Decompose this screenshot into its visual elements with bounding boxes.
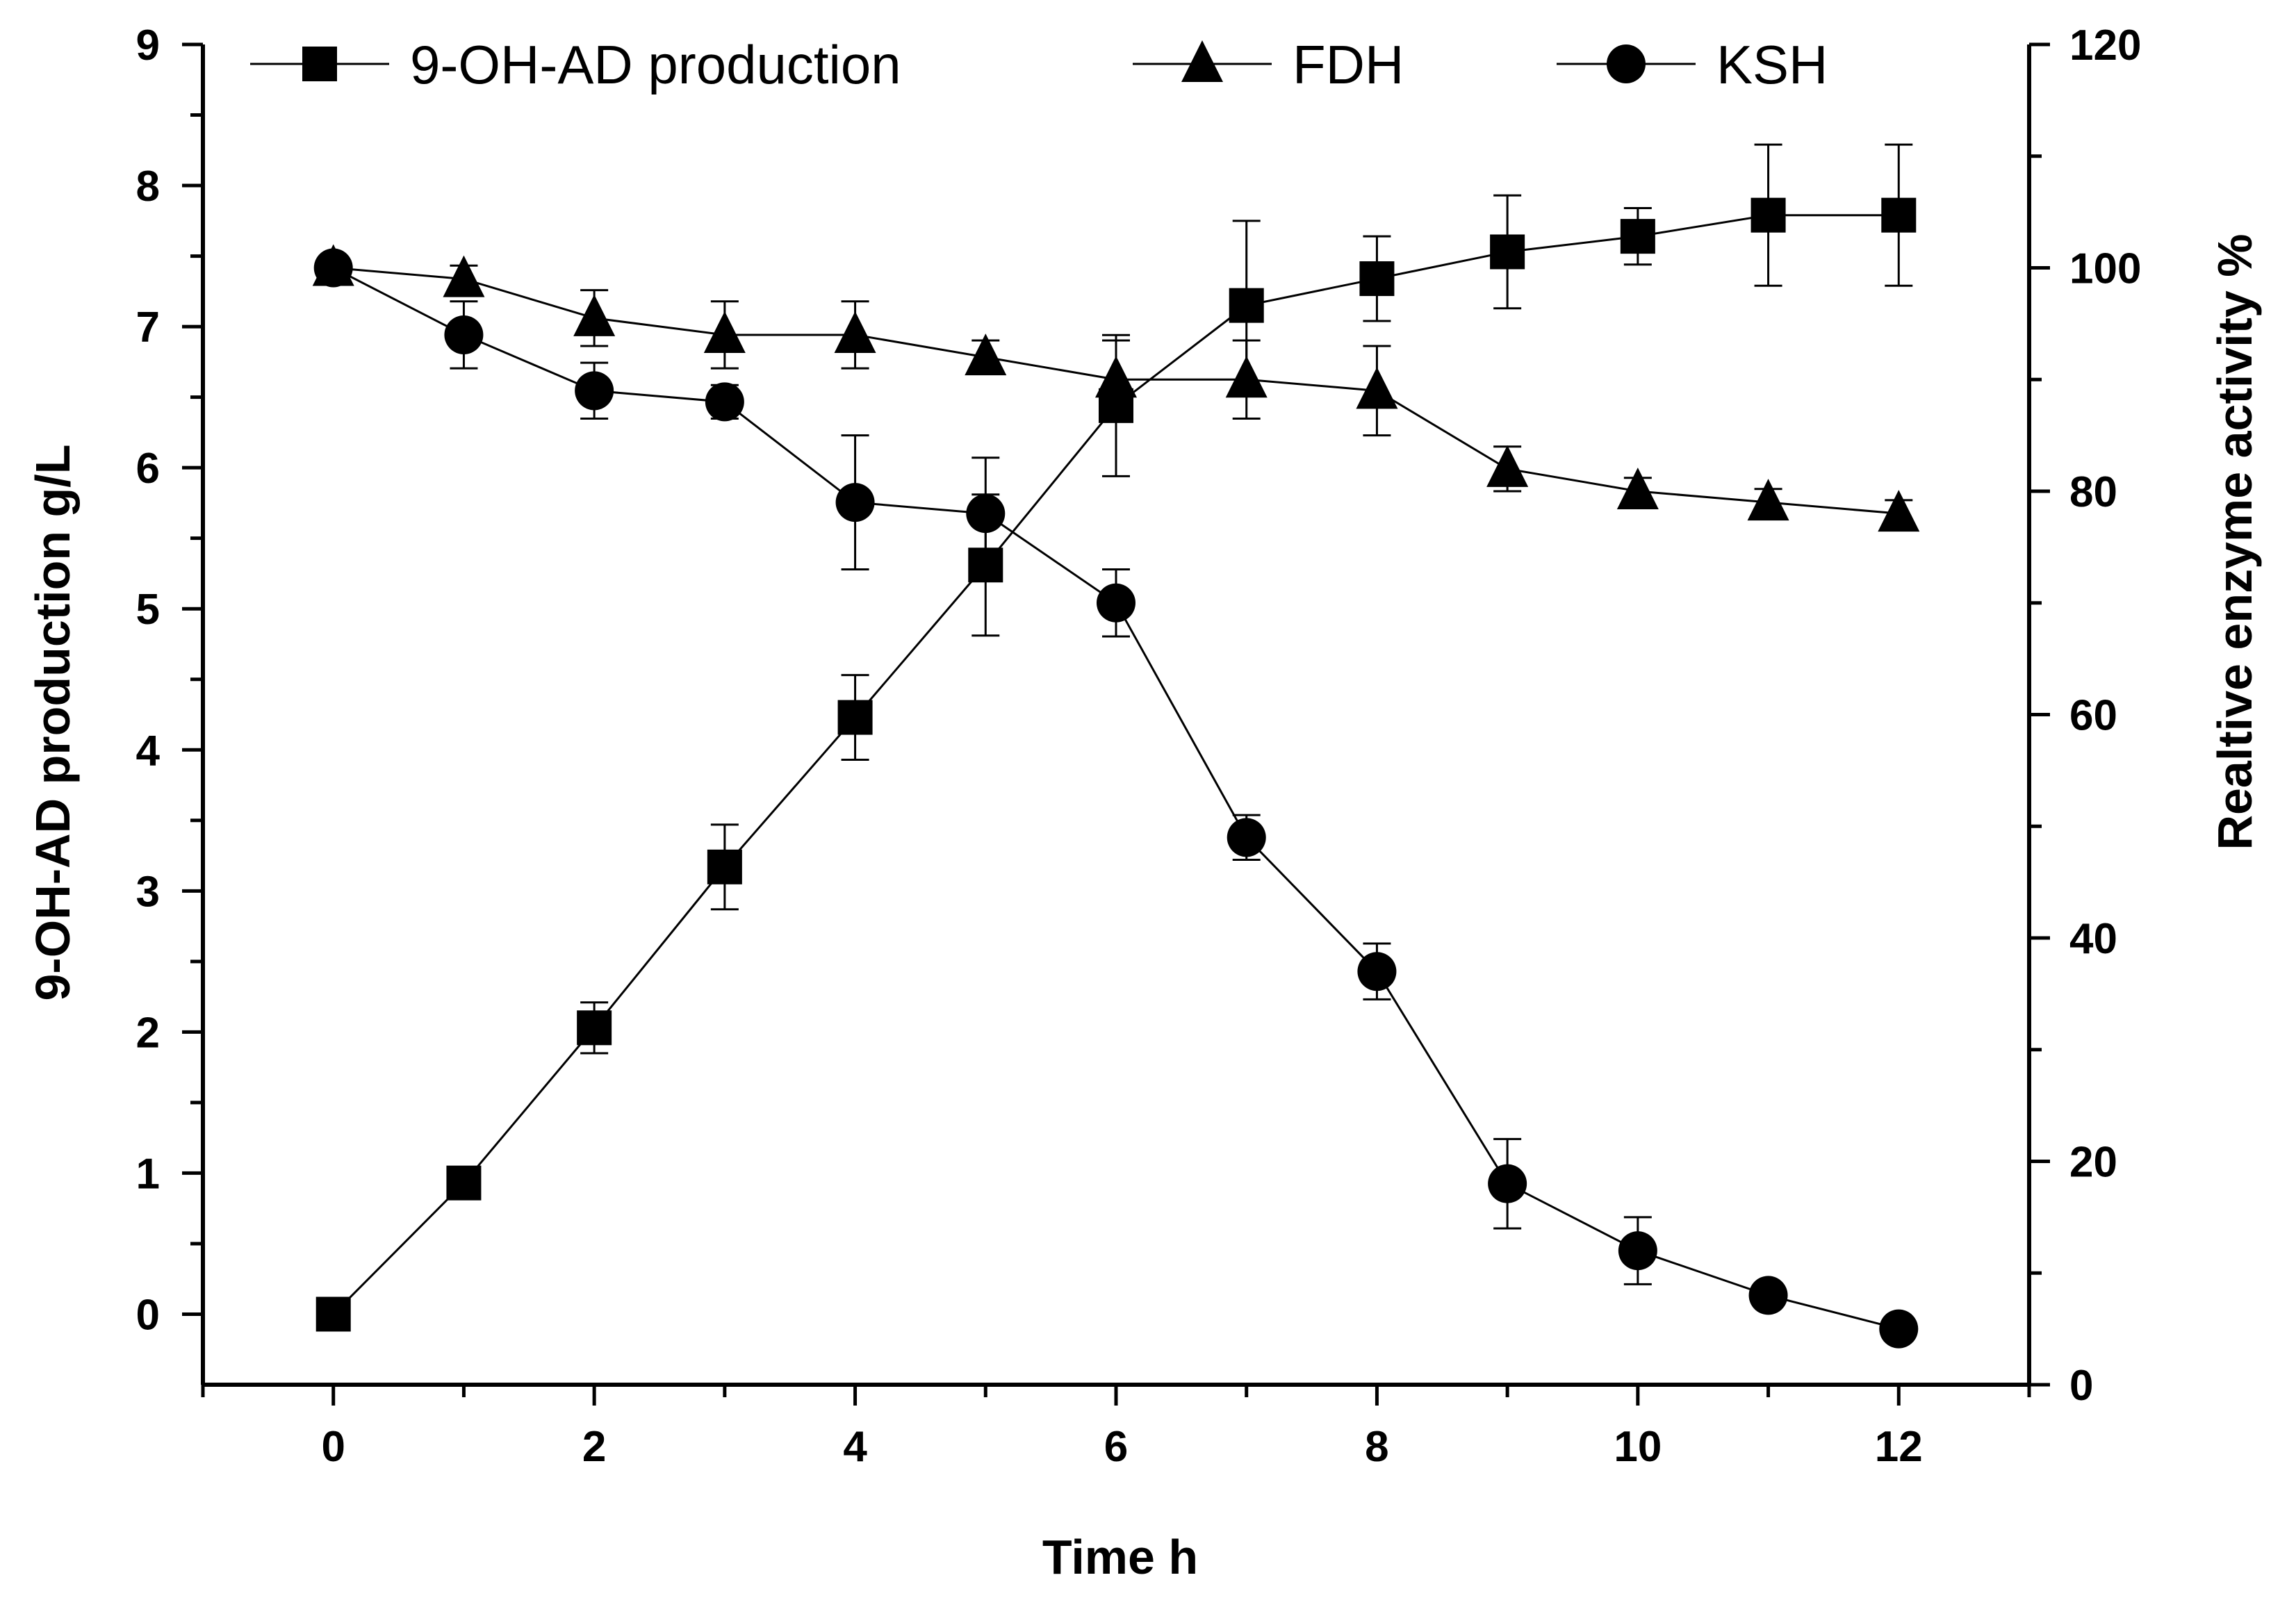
fdh-point xyxy=(1747,479,1789,521)
legend-item-fdh: FDH xyxy=(1133,34,1404,95)
series-9-oh-ad-production xyxy=(315,143,1917,1332)
ksh-point xyxy=(1618,1231,1657,1271)
fdh-point xyxy=(573,294,616,336)
y-left-tick-label: 7 xyxy=(136,304,160,352)
y-left-tick-label: 8 xyxy=(136,163,160,211)
x-tick-label: 8 xyxy=(1365,1423,1388,1471)
legend-label-fdh: FDH xyxy=(1293,34,1404,95)
ksh-point xyxy=(1357,952,1397,991)
fdh-point xyxy=(834,311,876,353)
fdh-point xyxy=(1356,367,1398,409)
ksh-point xyxy=(1879,1309,1919,1349)
fdh-point xyxy=(1616,468,1659,509)
y-left-tick-label: 6 xyxy=(136,445,160,493)
9-oh-ad-production-point xyxy=(577,1010,612,1046)
legend-marker-fdh xyxy=(1181,40,1223,82)
x-tick-label: 12 xyxy=(1875,1423,1923,1471)
x-tick-label: 6 xyxy=(1104,1423,1128,1471)
legend-item-9-oh-ad-production: 9-OH-AD production xyxy=(250,34,901,95)
9-oh-ad-production-point xyxy=(1229,288,1264,323)
y-left-tick-label: 1 xyxy=(136,1150,160,1198)
y-right-tick-label: 0 xyxy=(2069,1362,2093,1410)
fdh-point xyxy=(1878,490,1920,532)
9-oh-ad-production-point xyxy=(1881,197,1917,233)
9-oh-ad-production-point xyxy=(837,700,873,735)
legend: 9-OH-AD production FDH KSH xyxy=(250,34,1828,95)
x-tick-label: 4 xyxy=(843,1423,867,1471)
ksh-point xyxy=(1227,818,1266,857)
legend-item-ksh: KSH xyxy=(1557,34,1828,95)
ksh-point xyxy=(835,483,875,522)
y-left-tick-label: 4 xyxy=(136,727,161,775)
ksh-point xyxy=(313,248,353,288)
ksh-point xyxy=(1097,583,1135,623)
x-tick-label: 0 xyxy=(321,1423,345,1471)
ksh-point xyxy=(444,315,484,354)
y-right-tick-label: 40 xyxy=(2069,915,2117,963)
x-tick-label: 2 xyxy=(582,1423,606,1471)
fdh-point xyxy=(1486,445,1529,487)
9-oh-ad-production-point xyxy=(315,1296,351,1332)
9-oh-ad-production-point xyxy=(446,1165,482,1201)
ksh-point xyxy=(575,371,614,411)
series-ksh xyxy=(313,248,1919,1349)
fdh-point xyxy=(443,255,485,297)
y-axis-right-title: Realtive enzyme activity % xyxy=(2208,233,2262,850)
plot-area xyxy=(312,143,1920,1349)
9-oh-ad-production-point xyxy=(1750,197,1786,233)
ksh-point xyxy=(1748,1276,1788,1315)
x-axis-title: Time h xyxy=(1042,1530,1198,1584)
y-right-tick-label: 20 xyxy=(2069,1139,2117,1187)
fdh-point xyxy=(1225,356,1268,398)
ksh-point xyxy=(966,494,1006,534)
legend-label-ksh: KSH xyxy=(1716,34,1828,95)
series-fdh xyxy=(312,244,1920,532)
y-axis-left-title: 9-OH-AD production g/L xyxy=(26,444,80,1000)
y-right-tick-label: 80 xyxy=(2069,468,2117,516)
y-right-tick-label: 120 xyxy=(2069,22,2141,69)
9-oh-ad-production-point xyxy=(1620,219,1655,254)
x-tick-label: 10 xyxy=(1614,1423,1662,1471)
y-left-tick-label: 5 xyxy=(136,586,160,634)
y-left-tick-label: 2 xyxy=(136,1009,160,1057)
9-oh-ad-production-point xyxy=(1490,234,1525,270)
fdh-point xyxy=(965,333,1007,376)
y-right-tick-label: 100 xyxy=(2069,245,2141,293)
legend-marker-ksh xyxy=(1607,44,1646,83)
9-oh-ad-production-point xyxy=(1359,261,1395,297)
legend-marker-9-oh-ad-production xyxy=(302,47,337,81)
y-right-tick-label: 60 xyxy=(2069,692,2117,740)
legend-label-9-oh-ad-production: 9-OH-AD production xyxy=(410,34,901,95)
y-left-tick-label: 3 xyxy=(136,868,160,916)
fdh-point xyxy=(703,311,746,353)
y-left-tick-label: 9 xyxy=(136,22,160,69)
y-left-tick-label: 0 xyxy=(136,1291,160,1339)
ksh-point xyxy=(705,382,744,422)
fdh-point xyxy=(1095,356,1137,398)
9-oh-ad-production-point xyxy=(707,849,742,884)
ksh-point xyxy=(1488,1164,1527,1203)
